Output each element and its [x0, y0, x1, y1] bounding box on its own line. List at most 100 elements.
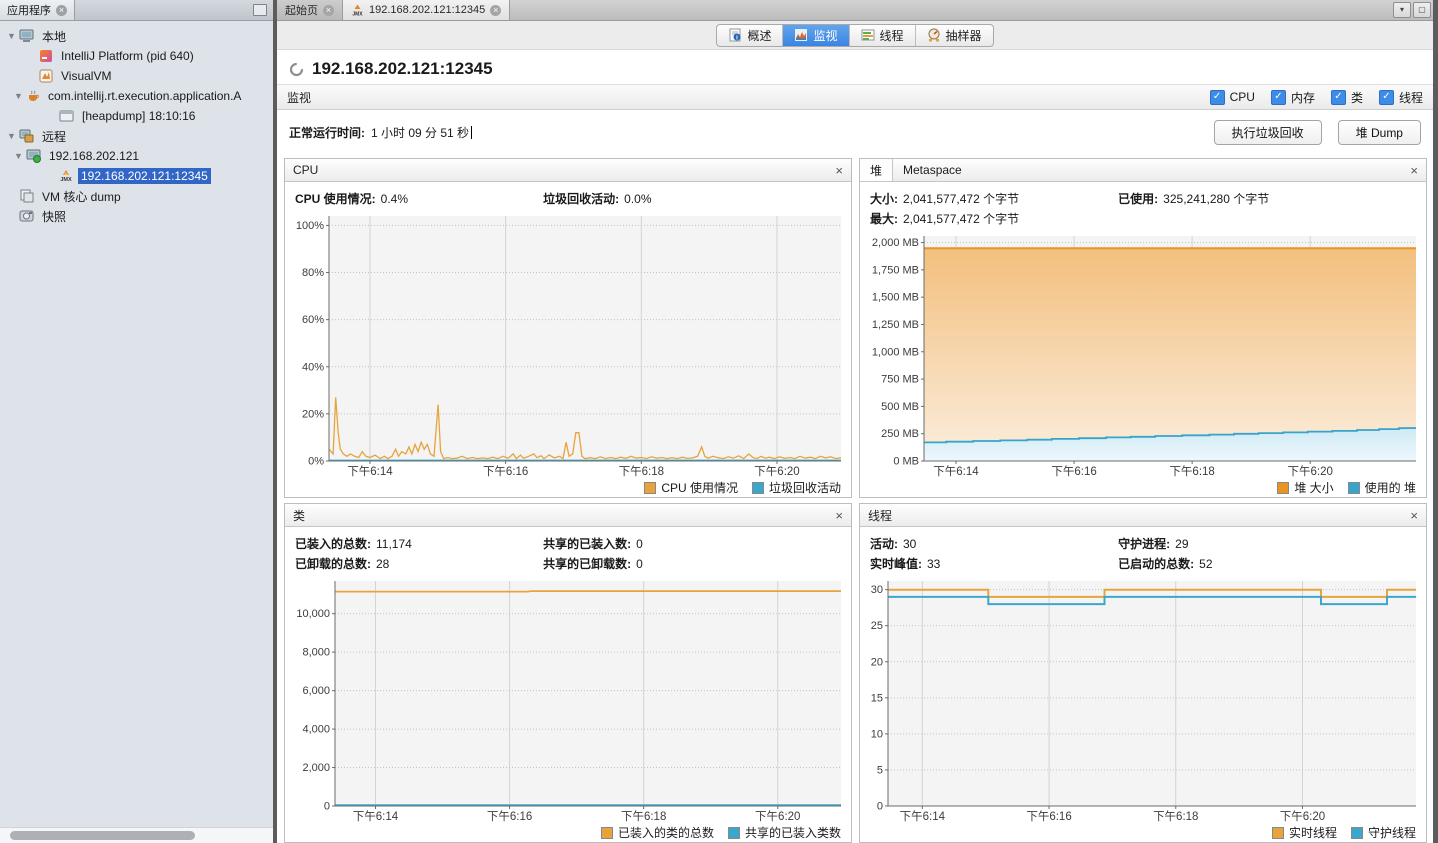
connection-title-row: 192.168.202.121:12345 — [277, 50, 1433, 84]
svg-text:100%: 100% — [296, 220, 324, 232]
tree-item-label: VM 核心 dump — [42, 189, 121, 204]
tree-item-intellij[interactable]: IntelliJ Platform (pid 640) — [0, 46, 273, 66]
tab-sampler[interactable]: 抽样器 — [916, 25, 993, 46]
tab-applications[interactable]: 应用程序 × — [0, 0, 75, 20]
tree-item-snapshots[interactable]: 快照 — [0, 206, 273, 226]
close-icon[interactable]: × — [1410, 162, 1418, 178]
svg-text:30: 30 — [871, 584, 883, 596]
monitor-chart-icon — [795, 29, 808, 41]
tree-item-host[interactable]: ▼ 192.168.202.121 — [0, 146, 273, 166]
svg-text:20%: 20% — [302, 408, 324, 420]
tab-applications-label: 应用程序 — [7, 5, 51, 17]
float-window-icon[interactable] — [253, 4, 267, 16]
tab-list-dropdown-icon[interactable]: ▾ — [1393, 2, 1411, 18]
classes-panel: 类 × 已装入的总数: 11,174 共享的已装入数: 0 已卸载的总数: 28 共享… — [284, 503, 852, 843]
uptime-value: 1 小时 09 分 51 秒 — [371, 126, 470, 140]
expand-arrow-icon[interactable]: ▼ — [7, 131, 16, 141]
svg-text:0 MB: 0 MB — [893, 456, 919, 468]
page-title: 192.168.202.121:12345 — [312, 59, 493, 78]
svg-text:下午6:18: 下午6:18 — [1153, 810, 1198, 823]
snapshot-icon — [19, 210, 34, 222]
applications-sidebar: 应用程序 × ▼ 本地 IntelliJ Platform (pid 640) … — [0, 0, 273, 843]
checkbox-checked-icon: ✓ — [1330, 89, 1346, 105]
tree-item-label: 远程 — [42, 129, 67, 144]
threads-legend: 实时线程 守护线程 — [860, 823, 1426, 842]
expand-arrow-icon[interactable]: ▼ — [14, 151, 23, 161]
tab-metaspace[interactable]: Metaspace — [903, 163, 962, 177]
monitor-panels-grid: CPU × CPU 使用情况: 0.4% 垃圾回收活动: 0.0% 0% 20% 40%… — [277, 155, 1433, 843]
expand-arrow-icon[interactable]: ▼ — [7, 31, 16, 41]
sidebar-horizontal-scrollbar[interactable] — [0, 827, 273, 843]
svg-text:下午6:14: 下午6:14 — [900, 810, 946, 823]
checkbox-classes[interactable]: ✓ 类 — [1330, 89, 1363, 106]
checkbox-memory[interactable]: ✓ 内存 — [1270, 89, 1315, 106]
svg-text:0: 0 — [877, 801, 883, 813]
tree-item-local[interactable]: ▼ 本地 — [0, 26, 273, 46]
heap-dump-button[interactable]: 堆 Dump — [1337, 120, 1421, 145]
tree-item-heapdump[interactable]: [heapdump] 18:10:16 — [0, 106, 273, 126]
close-icon[interactable]: × — [1410, 507, 1418, 523]
sampler-gauge-icon — [928, 28, 940, 42]
expand-arrow-icon[interactable]: ▼ — [14, 91, 23, 101]
tree-item-visualvm[interactable]: VisualVM — [0, 66, 273, 86]
svg-text:2,000: 2,000 — [302, 762, 330, 774]
cpu-stats: CPU 使用情况: 0.4% 垃圾回收活动: 0.0% — [295, 192, 652, 206]
svg-text:下午6:16: 下午6:16 — [1026, 810, 1071, 823]
tree-item-label: 本地 — [42, 29, 67, 44]
tab-start-page[interactable]: 起始页 × — [277, 0, 343, 20]
intellij-icon — [40, 50, 52, 62]
close-icon[interactable]: × — [56, 4, 67, 16]
threads-stats: 活动: 30 守护进程: 29 实时峰值: 33 已启动的总数: 52 — [870, 537, 1213, 571]
svg-text:8,000: 8,000 — [302, 647, 330, 659]
main-area: 起始页 × JMX 192.168.202.121:12345 × ▾ ▢ i … — [277, 0, 1433, 843]
checkbox-cpu[interactable]: ✓ CPU — [1209, 89, 1255, 105]
maximize-icon[interactable]: ▢ — [1413, 2, 1431, 18]
svg-text:i: i — [737, 36, 739, 42]
scrollbar-thumb[interactable] — [10, 831, 195, 840]
close-icon[interactable]: × — [835, 162, 843, 178]
cpu-legend: CPU 使用情况 垃圾回收活动 — [285, 478, 851, 497]
tab-start-page-label: 起始页 — [285, 5, 318, 17]
svg-text:5: 5 — [877, 764, 883, 776]
panel-title: CPU — [293, 163, 319, 177]
view-toolbar: i 概述 监视 线程 抽样器 — [277, 21, 1433, 50]
applications-tree: ▼ 本地 IntelliJ Platform (pid 640) VisualV… — [0, 21, 273, 827]
close-icon[interactable]: × — [490, 4, 502, 16]
svg-text:500 MB: 500 MB — [881, 401, 919, 413]
svg-text:下午6:20: 下午6:20 — [1288, 465, 1333, 478]
heap-legend: 堆 大小 使用的 堆 — [860, 478, 1426, 497]
close-icon[interactable]: × — [835, 507, 843, 523]
svg-text:下午6:16: 下午6:16 — [487, 810, 532, 823]
tab-threads[interactable]: 线程 — [850, 24, 916, 46]
tab-overview[interactable]: i 概述 — [717, 24, 784, 46]
tab-monitor[interactable]: 监视 — [783, 24, 850, 46]
classes-stats: 已装入的总数: 11,174 共享的已装入数: 0 已卸载的总数: 28 共享的已卸载… — [295, 537, 643, 571]
tree-item-label: IntelliJ Platform (pid 640) — [61, 49, 194, 63]
svg-text:下午6:18: 下午6:18 — [1169, 465, 1214, 478]
uptime-row: 正常运行时间: 1 小时 09 分 51 秒 执行垃圾回收 堆 Dump — [277, 110, 1433, 155]
svg-text:下午6:16: 下午6:16 — [483, 465, 528, 478]
close-icon[interactable]: × — [323, 4, 334, 16]
svg-text:1,500 MB: 1,500 MB — [872, 292, 919, 304]
tab-jmx-connection[interactable]: JMX 192.168.202.121:12345 × — [343, 0, 511, 20]
perform-gc-button[interactable]: 执行垃圾回收 — [1213, 120, 1322, 145]
tree-item-jmx-connection[interactable]: JMX 192.168.202.121:12345 — [0, 166, 273, 186]
tree-item-remote[interactable]: ▼ 远程 — [0, 126, 273, 146]
heap-panel-header: 堆 Metaspace × — [860, 159, 1426, 182]
tree-item-label: 192.168.202.121:12345 — [78, 168, 211, 184]
svg-text:下午6:16: 下午6:16 — [1051, 465, 1096, 478]
overview-icon: i — [729, 28, 741, 42]
text-cursor — [471, 126, 473, 139]
svg-text:10: 10 — [871, 728, 883, 740]
java-cup-icon — [29, 90, 39, 101]
host-icon — [26, 149, 41, 163]
tree-item-java-app[interactable]: ▼ com.intellij.rt.execution.application.… — [0, 86, 273, 106]
checkbox-threads[interactable]: ✓ 线程 — [1378, 89, 1423, 106]
svg-text:JMX: JMX — [352, 11, 363, 17]
computer-icon — [19, 29, 34, 42]
tab-heap[interactable]: 堆 — [860, 159, 894, 181]
sidebar-splitter[interactable] — [273, 0, 277, 843]
tree-item-vm-coredump[interactable]: VM 核心 dump — [0, 186, 273, 206]
svg-text:20: 20 — [871, 656, 883, 668]
